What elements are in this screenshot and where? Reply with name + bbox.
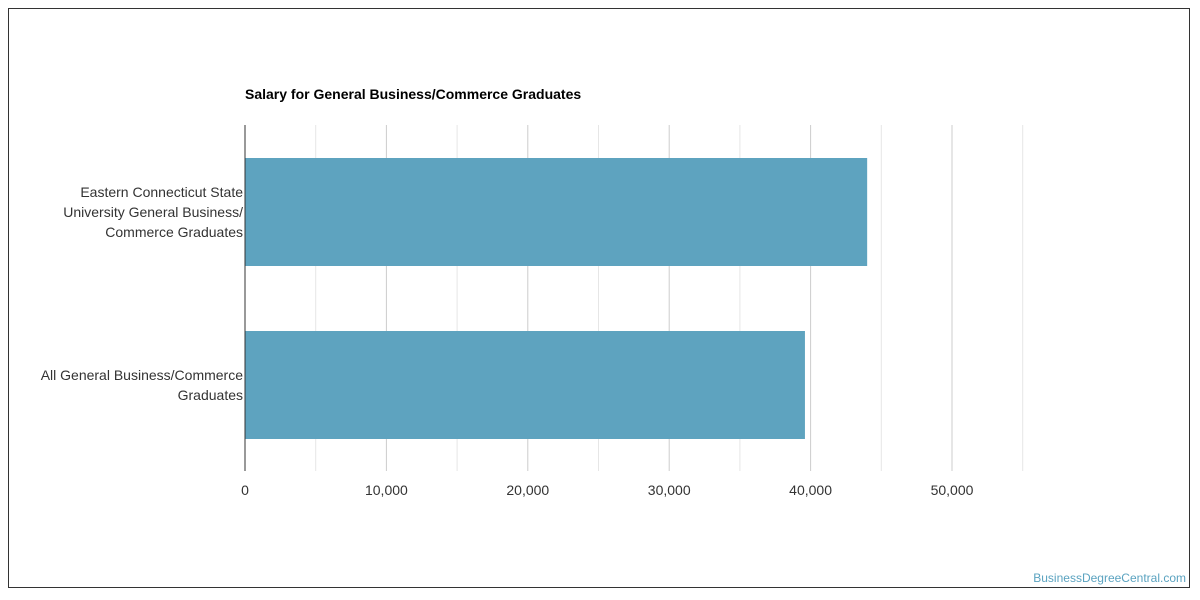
category-label: Eastern Connecticut State [80,184,243,200]
category-label: Graduates [178,387,243,403]
x-tick-label: 40,000 [789,482,832,498]
x-tick-label: 0 [241,482,249,498]
chart-title: Salary for General Business/Commerce Gra… [245,86,582,102]
x-tick-label: 30,000 [648,482,691,498]
x-tick-label: 50,000 [931,482,974,498]
x-tick-label: 10,000 [365,482,408,498]
bar-1 [245,331,805,439]
category-label: University General Business/ [63,204,243,220]
watermark[interactable]: BusinessDegreeCentral.com [1033,571,1186,585]
x-tick-label: 20,000 [506,482,549,498]
category-label: All General Business/Commerce [41,367,244,383]
category-label: Commerce Graduates [105,224,243,240]
bar-0 [245,158,868,266]
